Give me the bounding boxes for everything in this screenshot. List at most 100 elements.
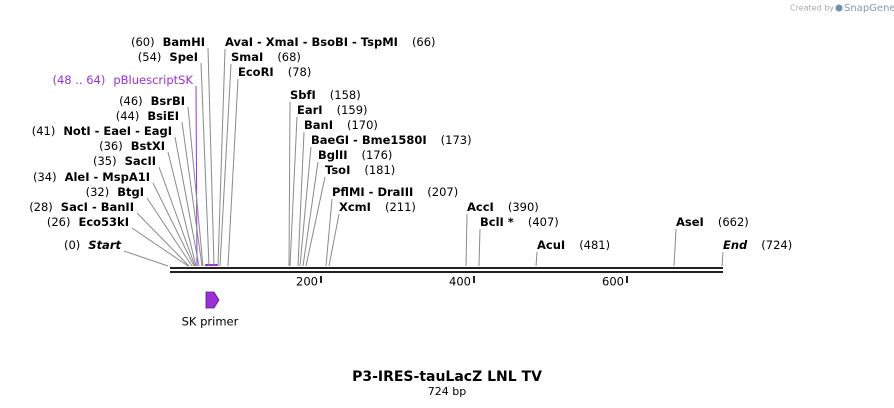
site-label: BaeGI - Bme1580I (173)	[311, 133, 472, 147]
site-position: (407)	[528, 215, 559, 229]
connector	[227, 78, 239, 267]
connector	[131, 227, 189, 267]
site-name: BanI	[304, 118, 333, 132]
site-position: (26)	[47, 215, 71, 229]
site-label: EarI (159)	[297, 103, 368, 117]
site-position: (68)	[277, 50, 301, 64]
site-label: SmaI (68)	[231, 50, 301, 64]
connector	[207, 47, 215, 267]
site-position: (158)	[330, 88, 361, 102]
connector	[478, 228, 481, 267]
site-position: (181)	[364, 163, 395, 177]
site-position: (159)	[337, 103, 368, 117]
connector	[673, 228, 677, 267]
site-position: (662)	[718, 215, 749, 229]
site-label: (28) SacI - BanII	[29, 200, 134, 214]
site-position: (60)	[131, 35, 155, 49]
site-name: SpeI	[169, 50, 198, 64]
site-name: SacI - BanII	[61, 200, 134, 214]
site-position: (170)	[347, 118, 378, 132]
site-label: (48 .. 64) pBluescriptSK	[52, 73, 193, 87]
site-label: TsoI (181)	[325, 163, 395, 177]
site-position: (176)	[362, 148, 393, 162]
site-label: (54) SpeI	[138, 50, 198, 64]
site-label: (36) BstXI	[99, 139, 165, 153]
site-name: BsrBI	[151, 94, 185, 108]
site-name: AvaI - XmaI - BsoBI - TspMI	[225, 35, 398, 49]
site-label: BglII (176)	[318, 148, 392, 162]
site-label: End (724)	[723, 238, 792, 252]
connector	[297, 131, 305, 267]
connector	[174, 136, 200, 267]
site-label: (46) BsrBI	[119, 94, 185, 108]
site-name: Start	[88, 238, 121, 252]
site-position: (46)	[119, 94, 143, 108]
site-position: (32)	[86, 185, 110, 199]
site-position: (481)	[579, 238, 610, 252]
site-label: AvaI - XmaI - BsoBI - TspMI (66)	[225, 35, 436, 49]
site-position: (66)	[412, 35, 436, 49]
brand-icon	[835, 4, 843, 12]
site-position: (54)	[138, 50, 162, 64]
site-name: AleI - MspA1I	[65, 170, 150, 184]
connector	[721, 251, 724, 267]
site-name: EcoRI	[238, 65, 274, 79]
sites: 200 400 600 (60) BamHI(54) SpeI (48 .. 64) pBlu…	[29, 35, 792, 289]
site-name: EarI	[297, 103, 323, 117]
site-name: AccI	[467, 200, 494, 214]
site-label: PflMI - DraIII (207)	[332, 185, 458, 199]
site-position: (724)	[761, 238, 792, 252]
connector	[289, 116, 298, 267]
site-label: XcmI (211)	[339, 200, 416, 214]
connector	[123, 250, 169, 267]
site-name: NotI - EaeI - EagI	[63, 124, 172, 138]
site-name: BtgI	[117, 185, 144, 199]
site-label: (26) Eco53kI	[47, 215, 129, 229]
site-label: (34) AleI - MspA1I	[33, 170, 150, 184]
site-label: AcuI (481)	[537, 238, 610, 252]
brand: SnapGene	[844, 3, 894, 14]
site-name: AcuI	[537, 238, 565, 252]
site-name: SacII	[125, 154, 156, 168]
site-name: End	[723, 238, 748, 252]
connector	[152, 182, 195, 267]
site-name: BstXI	[131, 139, 165, 153]
connector	[302, 161, 319, 267]
site-label: (44) BsiEI	[116, 109, 179, 123]
site-name: XcmI	[339, 200, 371, 214]
connector	[328, 213, 340, 267]
connector	[146, 197, 193, 267]
site-position: (48 .. 64)	[52, 73, 105, 87]
site-position: (44)	[116, 109, 140, 123]
connector	[187, 106, 204, 267]
site-name: BamHI	[163, 35, 205, 49]
site-name: SmaI	[231, 50, 263, 64]
connector	[288, 101, 291, 267]
ruler-label: 600	[602, 275, 624, 289]
connector	[167, 151, 197, 267]
site-label: (60) BamHI	[131, 35, 205, 49]
site-name: pBluescriptSK	[113, 73, 193, 87]
connector	[305, 176, 326, 267]
site-name: BglII	[318, 148, 348, 162]
connector	[465, 213, 468, 267]
site-position: (41)	[32, 124, 56, 138]
site-label: (0) Start	[64, 238, 122, 252]
connector	[299, 146, 312, 267]
connector	[325, 198, 333, 267]
connector	[158, 166, 196, 267]
connector	[181, 121, 203, 267]
site-label: SbfI (158)	[290, 88, 361, 102]
site-position: (207)	[427, 185, 458, 199]
site-position: (35)	[93, 154, 117, 168]
ruler-label: 200	[296, 275, 318, 289]
site-name: BsiEI	[147, 109, 179, 123]
site-name: SbfI	[290, 88, 316, 102]
connector	[219, 63, 232, 267]
credit: Created by	[790, 4, 834, 13]
site-label: BclI * (407)	[480, 215, 559, 229]
site-label: (35) SacII	[93, 154, 156, 168]
primer-arrow	[205, 291, 220, 309]
site-position: (28)	[29, 200, 53, 214]
